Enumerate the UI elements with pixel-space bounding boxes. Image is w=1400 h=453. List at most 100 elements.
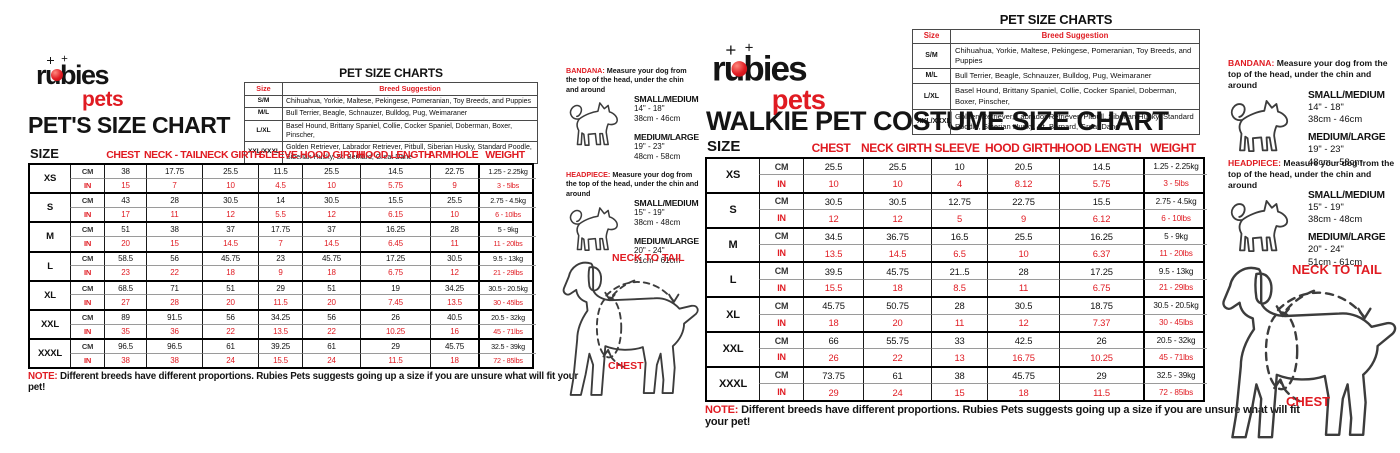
value-cell: 11.5	[258, 165, 302, 179]
value-cell: 30.5	[803, 193, 863, 211]
size-option-inches: 19" - 23"	[1308, 143, 1344, 155]
bandana-instructions: BANDANA: Measure your dog from the top o…	[1228, 58, 1388, 91]
chest-label: CHEST	[608, 360, 644, 372]
page-title: PET'S SIZE CHART	[28, 112, 230, 138]
unit-cell: IN	[70, 236, 104, 251]
unit-cell: IN	[70, 295, 104, 309]
measurement-column-header: HOOD LENGTH	[1057, 141, 1142, 155]
size-label-cell: XXXL	[719, 378, 747, 391]
note-label: NOTE:	[28, 371, 58, 382]
value-cell: 73.75	[803, 367, 863, 385]
value-cell: 30 - 45lbs	[478, 295, 536, 309]
value-cell: 3 - 5lbs	[478, 178, 536, 193]
breed-column-header: Breed Suggestion	[282, 82, 538, 96]
size-row-group: L CM 58.5 56 45.75 23 45.75 17.25 30.5 9.5 - 13kg…	[30, 250, 536, 280]
size-option-inches: 20" - 24"	[634, 245, 665, 255]
value-cell: 9.5 - 13kg	[1143, 263, 1207, 280]
value-cell: 89	[104, 310, 146, 325]
breed-size-cell: L/XL	[912, 83, 951, 110]
value-cell: 22	[863, 349, 931, 366]
value-cell: 32.5 - 39kg	[478, 340, 536, 354]
value-cell: 22	[146, 266, 202, 280]
size-option-cm: 38cm - 46cm	[634, 114, 681, 124]
measurement-column-header: ARMHOLE	[428, 149, 479, 161]
unit-cell: IN	[759, 244, 803, 262]
value-cell: 38	[146, 353, 202, 368]
size-label-cell: XXXL	[37, 348, 62, 360]
value-cell: 9.5 - 13kg	[478, 252, 536, 267]
value-cell: 8.5	[931, 279, 987, 297]
unit-cell: CM	[759, 193, 803, 211]
breed-row: L/XL Basel Hound, Brittany Spaniel, Colli…	[912, 83, 1200, 110]
breed-size-cell: M/L	[912, 68, 951, 85]
size-measurement-table: SIZE CHEST NECK GIRTH SLEEVE HOOD GIRTH HOOD …	[705, 138, 1207, 403]
value-cell: 21 - 29lbs	[478, 266, 536, 280]
value-cell: 11	[146, 207, 202, 222]
panel-pets-size-chart: rubies pets PET'S SIZE CHART PET SIZE CH…	[28, 55, 700, 396]
value-cell: 10	[302, 178, 360, 193]
value-cell: 13.5	[258, 324, 302, 339]
breed-row: M/L Bull Terrier, Beagle, Schnauzer, Bull…	[244, 107, 538, 121]
breed-row: S/M Chihuahua, Yorkie, Maltese, Pekingese…	[912, 42, 1200, 70]
value-cell: 7	[258, 236, 302, 251]
unit-cell: IN	[759, 210, 803, 227]
size-option: SMALL/MEDIUM 14" - 18" 38cm - 46cm	[634, 94, 700, 125]
headpiece-instructions: HEADPIECE: Measure your dog from the top…	[566, 170, 699, 198]
value-cell: 42.5	[987, 332, 1059, 350]
size-option-inches: 14" - 18"	[1308, 101, 1344, 112]
value-cell: 6 - 10lbs	[478, 207, 536, 222]
size-table-header: SIZE CHEST NECK - TAIL NECK GIRTH SLEEVE HOOD…	[28, 146, 534, 163]
size-table-body: XS CM 25.5 25.5 10 20.5 14.5 1.25 - 2.25kg IN 10 1…	[705, 157, 1207, 403]
big-dog-illustration	[562, 261, 699, 396]
value-cell: 11.5	[258, 295, 302, 309]
value-cell: 56	[302, 310, 360, 325]
value-cell: 12	[987, 314, 1059, 331]
breed-suggestion-chart: PET SIZE CHARTS Size Breed Suggestion S/M C…	[912, 12, 1200, 136]
value-cell: 56	[202, 310, 258, 325]
value-cell: 6.75	[360, 266, 430, 280]
chest-label: CHEST	[1286, 394, 1331, 409]
breed-column-header: Size	[912, 29, 951, 44]
value-cell: 45.75	[803, 298, 863, 315]
value-cell: 5.75	[360, 178, 430, 193]
value-cell: 11	[430, 236, 478, 251]
value-cell: 18	[803, 314, 863, 331]
size-column-header: SIZE	[30, 146, 59, 161]
note-text: NOTE: Different breeds have different pr…	[705, 404, 1300, 428]
big-dog-illustration	[1222, 266, 1397, 439]
value-cell: 40.5	[430, 310, 478, 325]
value-cell: 12	[430, 266, 478, 280]
value-cell: 45.75	[302, 252, 360, 267]
headpiece-instructions: HEADPIECE: Measure your dog from the top…	[1228, 158, 1395, 191]
breed-row: M/L Bull Terrier, Beagle, Schnauzer, Bull…	[912, 68, 1200, 85]
value-cell: 10	[803, 175, 863, 192]
value-cell: 4.5	[258, 178, 302, 193]
value-cell: 18	[430, 353, 478, 368]
value-cell: 24	[863, 384, 931, 401]
size-label-cell: XL	[44, 289, 56, 301]
value-cell: 30.5 - 20.5kg	[478, 281, 536, 296]
breed-row: L/XL Basel Hound, Brittany Spaniel, Colli…	[244, 119, 538, 143]
value-cell: 10.25	[1059, 349, 1143, 366]
value-cell: 10	[863, 175, 931, 192]
value-cell: 11	[931, 314, 987, 331]
value-cell: 20	[302, 295, 360, 309]
value-cell: 17.25	[1059, 263, 1143, 280]
value-cell: 13	[931, 349, 987, 366]
value-cell: 10	[987, 244, 1059, 262]
value-cell: 29	[1059, 367, 1143, 385]
sparkle-icon	[61, 55, 68, 62]
unit-cell: IN	[70, 353, 104, 368]
value-cell: 1.25 - 2.25kg	[1143, 159, 1207, 176]
value-cell: 22.75	[430, 165, 478, 179]
size-option: MEDIUM/LARGE 20" - 24" 51cm - 61cm	[634, 236, 700, 267]
value-cell: 22.75	[987, 193, 1059, 211]
size-table-header: SIZE CHEST NECK GIRTH SLEEVE HOOD GIRTH HOOD …	[705, 138, 1205, 157]
red-ball-icon	[51, 69, 63, 81]
value-cell: 25.5	[803, 159, 863, 176]
value-cell: 5	[931, 210, 987, 227]
size-table-body: XS CM 38 17.75 25.5 11.5 25.5 14.5 22.75 1.25 - 2…	[28, 163, 536, 370]
size-option: MEDIUM/LARGE 20" - 24" 51cm - 61cm	[1308, 232, 1394, 267]
breed-chart-title: PET SIZE CHARTS	[999, 12, 1113, 27]
breed-chart-title: PET SIZE CHARTS	[339, 66, 443, 80]
